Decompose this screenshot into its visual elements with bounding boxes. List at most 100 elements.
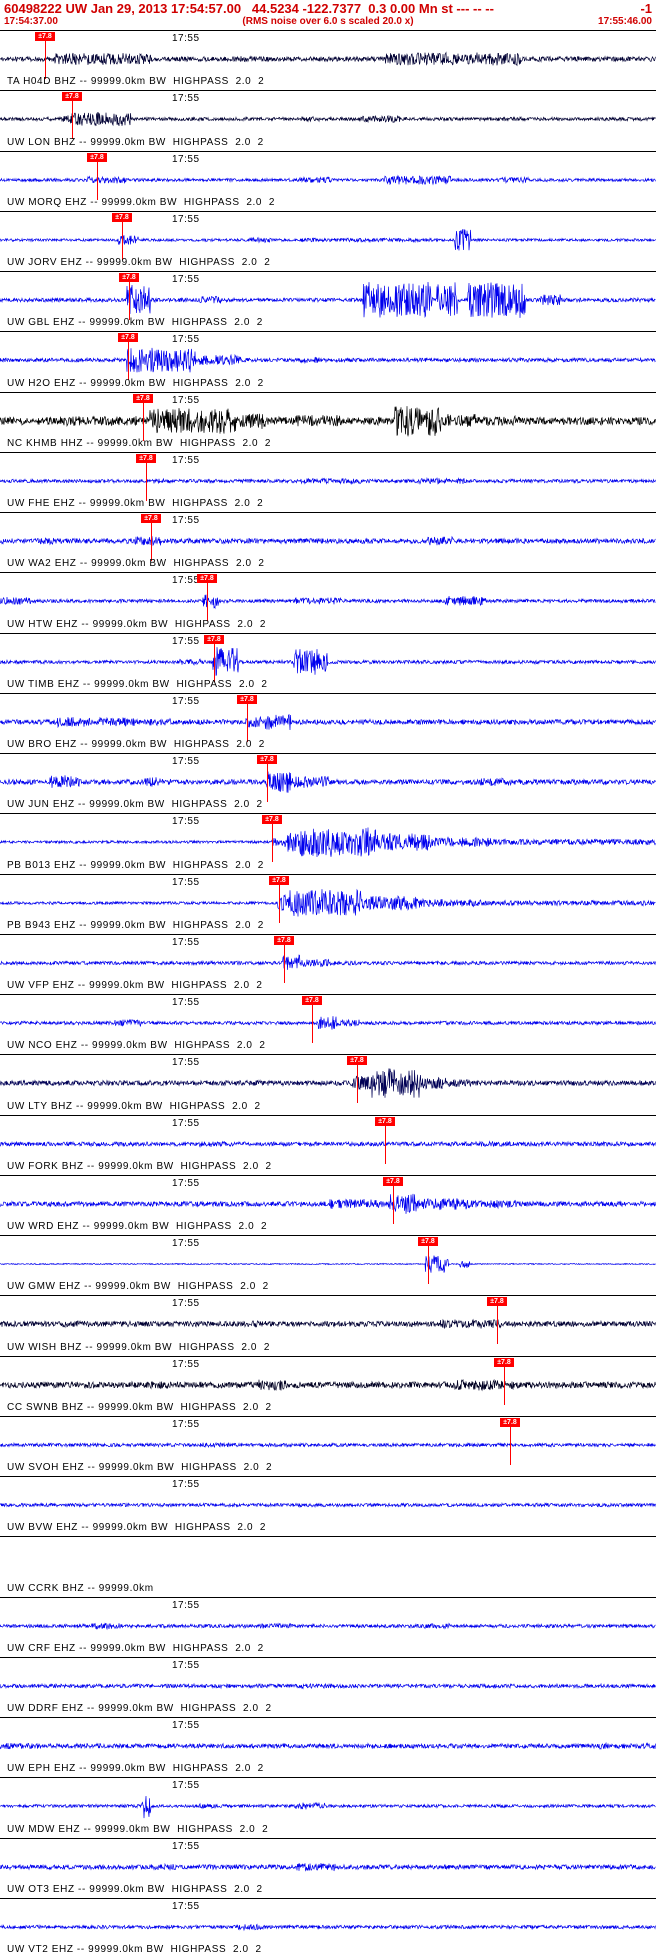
minute-tick-label: 17:55 bbox=[172, 1117, 200, 1129]
trace-row-lon[interactable]: 17:55 ±7.8 UW LON BHZ -- 99999.0km BW HIGH… bbox=[0, 90, 656, 151]
waveform-trace-vfp[interactable] bbox=[0, 935, 656, 994]
waveform-trace-ddrf[interactable] bbox=[0, 1658, 656, 1717]
pick-time-line bbox=[428, 1237, 429, 1284]
waveform-trace-lty[interactable] bbox=[0, 1055, 656, 1114]
pick-label-box: ±7.8 bbox=[136, 453, 156, 463]
waveform-trace-crf[interactable] bbox=[0, 1598, 656, 1657]
waveform-trace-lon[interactable] bbox=[0, 91, 656, 150]
waveform-trace-h2o[interactable] bbox=[0, 332, 656, 391]
trace-row-lty[interactable]: 17:55 ±7.8 UW LTY BHZ -- 99999.0km BW HIGH… bbox=[0, 1054, 656, 1115]
pick-label-box: ±7.8 bbox=[383, 1176, 403, 1186]
trace-row-gmw[interactable]: 17:55 ±7.8 UW GMW EHZ -- 99999.0km BW HIGH… bbox=[0, 1235, 656, 1296]
trace-row-htw[interactable]: 17:55 ±7.8 UW HTW EHZ -- 99999.0km BW HIGH… bbox=[0, 572, 656, 633]
pick-label-box: ±7.8 bbox=[35, 32, 55, 41]
station-label: UW MORQ EHZ -- 99999.0km BW HIGHPASS 2.0… bbox=[7, 196, 275, 208]
trace-row-nco[interactable]: 17:55 ±7.8 UW NCO EHZ -- 99999.0km BW HIGH… bbox=[0, 994, 656, 1055]
trace-row-mdw[interactable]: 17:55 UW MDW EHZ -- 99999.0km BW HIGHPASS… bbox=[0, 1777, 656, 1838]
event-flag: -1 bbox=[640, 1, 652, 16]
waveform-trace-fhe[interactable] bbox=[0, 453, 656, 512]
trace-row-bvw[interactable]: 17:55 UW BVW EHZ -- 99999.0km BW HIGHPASS… bbox=[0, 1476, 656, 1537]
minute-tick-label: 17:55 bbox=[172, 394, 200, 406]
trace-row-wish[interactable]: 17:55 ±7.8 UW WISH BHZ -- 99999.0km BW HIG… bbox=[0, 1295, 656, 1356]
waveform-trace-jun[interactable] bbox=[0, 754, 656, 813]
pick-time-line bbox=[146, 453, 147, 501]
pick-label-box: ±7.8 bbox=[237, 694, 257, 704]
trace-row-h2o[interactable]: 17:55 ±7.8 UW H2O EHZ -- 99999.0km BW HIGH… bbox=[0, 331, 656, 392]
minute-tick-label: 17:55 bbox=[172, 213, 200, 225]
trace-row-b013[interactable]: 17:55 ±7.8 PB B013 EHZ -- 99999.0km BW HIG… bbox=[0, 813, 656, 874]
minute-tick-label: 17:55 bbox=[172, 635, 200, 647]
trace-row-jun[interactable]: 17:55 ±7.8 UW JUN EHZ -- 99999.0km BW HIGH… bbox=[0, 753, 656, 814]
trace-row-crf[interactable]: 17:55 UW CRF EHZ -- 99999.0km BW HIGHPASS… bbox=[0, 1596, 656, 1657]
minute-tick-label: 17:55 bbox=[172, 1298, 200, 1310]
pick-time-line bbox=[497, 1297, 498, 1345]
waveform-trace-h04d[interactable] bbox=[0, 31, 656, 90]
waveform-trace-wish[interactable] bbox=[0, 1296, 656, 1355]
waveform-trace-eph[interactable] bbox=[0, 1718, 656, 1777]
waveform-trace-wa2[interactable] bbox=[0, 513, 656, 572]
waveform-trace-gmw[interactable] bbox=[0, 1236, 656, 1295]
minute-tick-label: 17:55 bbox=[172, 936, 200, 948]
trace-row-b943[interactable]: 17:55 ±7.8 PB B943 EHZ -- 99999.0km BW HIG… bbox=[0, 873, 656, 934]
waveform-trace-bvw[interactable] bbox=[0, 1477, 656, 1536]
minute-tick-label: 17:55 bbox=[172, 1057, 200, 1069]
trace-row-morq[interactable]: 17:55 ±7.8 UW MORQ EHZ -- 99999.0km BW HIG… bbox=[0, 150, 656, 211]
minute-tick-label: 17:55 bbox=[172, 1900, 200, 1912]
station-label: UW WRD EHZ -- 99999.0km BW HIGHPASS 2.0 … bbox=[7, 1221, 268, 1232]
pick-time-line bbox=[45, 32, 46, 79]
station-label: PB B943 EHZ -- 99999.0km BW HIGHPASS 2.0… bbox=[7, 919, 264, 931]
pick-time-line bbox=[393, 1176, 394, 1224]
waveform-trace-swnb[interactable] bbox=[0, 1357, 656, 1416]
waveform-trace-gbl[interactable] bbox=[0, 272, 656, 331]
waveform-trace-b943[interactable] bbox=[0, 875, 656, 934]
trace-row-ot3[interactable]: 17:55 UW OT3 EHZ -- 99999.0km BW HIGHPASS… bbox=[0, 1837, 656, 1898]
trace-row-jorv[interactable]: 17:55 ±7.8 UW JORV EHZ -- 99999.0km BW HIG… bbox=[0, 210, 656, 271]
pick-time-line bbox=[97, 152, 98, 200]
waveform-trace-mdw[interactable] bbox=[0, 1778, 656, 1837]
waveform-trace-timb[interactable] bbox=[0, 634, 656, 693]
event-summary: 60498222 UW Jan 29, 2013 17:54:57.00 44.… bbox=[4, 1, 494, 16]
trace-row-swnb[interactable]: 17:55 ±7.8 CC SWNB BHZ -- 99999.0km BW HIG… bbox=[0, 1355, 656, 1416]
waveform-trace-bro[interactable] bbox=[0, 694, 656, 753]
waveform-trace-htw[interactable] bbox=[0, 573, 656, 632]
waveform-trace-nco[interactable] bbox=[0, 995, 656, 1054]
pick-time-line bbox=[122, 212, 123, 260]
trace-row-vt2[interactable]: 17:55 UW VT2 EHZ -- 99999.0km BW HIGHPASS… bbox=[0, 1897, 656, 1958]
pick-label-box: ±7.8 bbox=[133, 393, 153, 403]
station-label: NC KHMB HHZ -- 99999.0km BW HIGHPASS 2.0… bbox=[7, 437, 272, 449]
minute-tick-label: 17:55 bbox=[172, 1659, 200, 1671]
pick-time-line bbox=[129, 273, 130, 320]
station-label: UW JORV EHZ -- 99999.0km BW HIGHPASS 2.0… bbox=[7, 257, 271, 268]
station-label: UW WA2 EHZ -- 99999.0km BW HIGHPASS 2.0 … bbox=[7, 558, 265, 570]
minute-tick-label: 17:55 bbox=[172, 756, 200, 767]
minute-tick-label: 17:55 bbox=[172, 515, 200, 526]
trace-row-timb[interactable]: 17:55 ±7.8 UW TIMB EHZ -- 99999.0km BW HIG… bbox=[0, 632, 656, 693]
trace-row-ccrk[interactable]: UW CCRK BHZ -- 99999.0km bbox=[0, 1536, 656, 1597]
trace-row-ddrf[interactable]: 17:55 UW DDRF EHZ -- 99999.0km BW HIGHPAS… bbox=[0, 1656, 656, 1717]
waveform-trace-morq[interactable] bbox=[0, 152, 656, 211]
trace-row-h04d[interactable]: 17:55 ±7.8 TA H04D BHZ -- 99999.0km BW HIG… bbox=[0, 30, 656, 91]
waveform-trace-b013[interactable] bbox=[0, 814, 656, 873]
trace-row-eph[interactable]: 17:55 UW EPH EHZ -- 99999.0km BW HIGHPASS… bbox=[0, 1717, 656, 1778]
waveform-trace-vt2[interactable] bbox=[0, 1899, 656, 1958]
waveform-trace-svoh[interactable] bbox=[0, 1417, 656, 1476]
station-label: UW CCRK BHZ -- 99999.0km bbox=[7, 1582, 154, 1594]
station-label: UW WISH BHZ -- 99999.0km BW HIGHPASS 2.0… bbox=[7, 1341, 270, 1353]
waveform-trace-khmb[interactable] bbox=[0, 393, 656, 452]
waveform-trace-jorv[interactable] bbox=[0, 212, 656, 271]
trace-row-bro[interactable]: 17:55 ±7.8 UW BRO EHZ -- 99999.0km BW HIGH… bbox=[0, 692, 656, 753]
trace-row-svoh[interactable]: 17:55 ±7.8 UW SVOH EHZ -- 99999.0km BW HIG… bbox=[0, 1415, 656, 1476]
trace-row-fork[interactable]: 17:55 ±7.8 UW FORK BHZ -- 99999.0km BW HIG… bbox=[0, 1114, 656, 1175]
waveform-trace-ot3[interactable] bbox=[0, 1839, 656, 1898]
waveform-trace-wrd[interactable] bbox=[0, 1176, 656, 1235]
trace-row-khmb[interactable]: 17:55 ±7.8 NC KHMB HHZ -- 99999.0km BW HIG… bbox=[0, 391, 656, 452]
trace-row-fhe[interactable]: 17:55 ±7.8 UW FHE EHZ -- 99999.0km BW HIGH… bbox=[0, 451, 656, 512]
trace-row-wa2[interactable]: 17:55 ±7.8 UW WA2 EHZ -- 99999.0km BW HIGH… bbox=[0, 512, 656, 573]
minute-tick-label: 17:55 bbox=[172, 575, 200, 587]
waveform-trace-fork[interactable] bbox=[0, 1116, 656, 1175]
trace-row-wrd[interactable]: 17:55 ±7.8 UW WRD EHZ -- 99999.0km BW HIGH… bbox=[0, 1174, 656, 1235]
trace-row-gbl[interactable]: 17:55 ±7.8 UW GBL EHZ -- 99999.0km BW HIGH… bbox=[0, 271, 656, 332]
station-label: UW DDRF EHZ -- 99999.0km BW HIGHPASS 2.0… bbox=[7, 1703, 272, 1714]
minute-tick-label: 17:55 bbox=[172, 93, 200, 105]
trace-row-vfp[interactable]: 17:55 ±7.8 UW VFP EHZ -- 99999.0km BW HIGH… bbox=[0, 933, 656, 994]
